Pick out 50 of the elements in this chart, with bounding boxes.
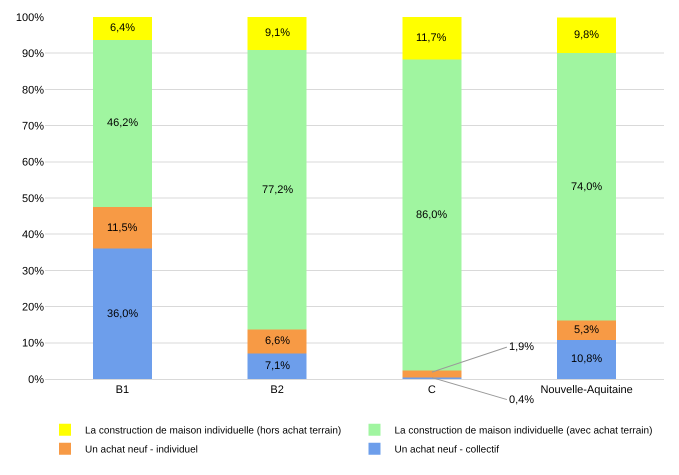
x-tick-label: B1 <box>116 384 130 396</box>
data-label: 46,2% <box>107 117 138 129</box>
y-tick-label: 40% <box>22 229 44 242</box>
bar <box>92 248 152 379</box>
y-tick-label: 10% <box>22 338 44 350</box>
bar <box>557 52 616 321</box>
y-tick-label: 100% <box>16 12 44 24</box>
y-tick-label: 60% <box>22 156 44 169</box>
bar <box>402 17 462 60</box>
x-tick-label: C <box>428 384 436 396</box>
y-tick-label: 70% <box>22 120 44 132</box>
bar <box>248 50 307 330</box>
bar <box>92 17 152 40</box>
data-label: 86,0% <box>416 209 448 221</box>
data-label: 77,2% <box>262 184 294 196</box>
bar <box>557 320 616 340</box>
bar <box>248 17 307 50</box>
annotation: 1,9% <box>509 341 534 353</box>
y-tick-label: 0% <box>28 374 44 386</box>
data-label: 10,8% <box>571 353 602 365</box>
bar <box>92 40 152 208</box>
data-label: 11,5% <box>107 222 138 234</box>
bar <box>557 340 616 379</box>
legend-label: La construction de maison individuelle (hors achat terrain) <box>85 426 342 437</box>
data-label: 36,0% <box>107 308 138 320</box>
bar <box>92 207 152 249</box>
x-tick-label: Nouvelle-Aquitaine <box>540 384 633 396</box>
data-label: 6,4% <box>110 22 136 34</box>
y-tick-label: 20% <box>22 301 44 314</box>
y-tick-label: 80% <box>22 84 44 96</box>
x-tick-label: B2 <box>270 384 284 396</box>
legend-label: Un achat neuf - collectif <box>394 444 500 456</box>
y-tick-label: 90% <box>22 48 44 60</box>
bar <box>248 329 307 354</box>
y-tick-label: 50% <box>22 192 44 205</box>
data-label: 5,3% <box>574 324 600 336</box>
data-label: 11,7% <box>416 32 447 44</box>
bar <box>557 17 616 53</box>
data-label: 9,8% <box>574 29 600 41</box>
data-label: 6,6% <box>265 335 290 347</box>
data-label: 9,1% <box>265 27 290 39</box>
legend-label: Un achat neuf - individuel <box>85 444 198 456</box>
data-label: 74,0% <box>571 181 602 193</box>
bar <box>402 370 462 378</box>
legend-label: La construction de maison individuelle (avec achat terrain) <box>394 426 652 437</box>
data-label: 7,1% <box>265 360 290 372</box>
bar <box>248 353 307 379</box>
y-tick-label: 30% <box>22 265 44 278</box>
bar <box>402 59 462 371</box>
annotation: 0,4% <box>509 394 534 406</box>
